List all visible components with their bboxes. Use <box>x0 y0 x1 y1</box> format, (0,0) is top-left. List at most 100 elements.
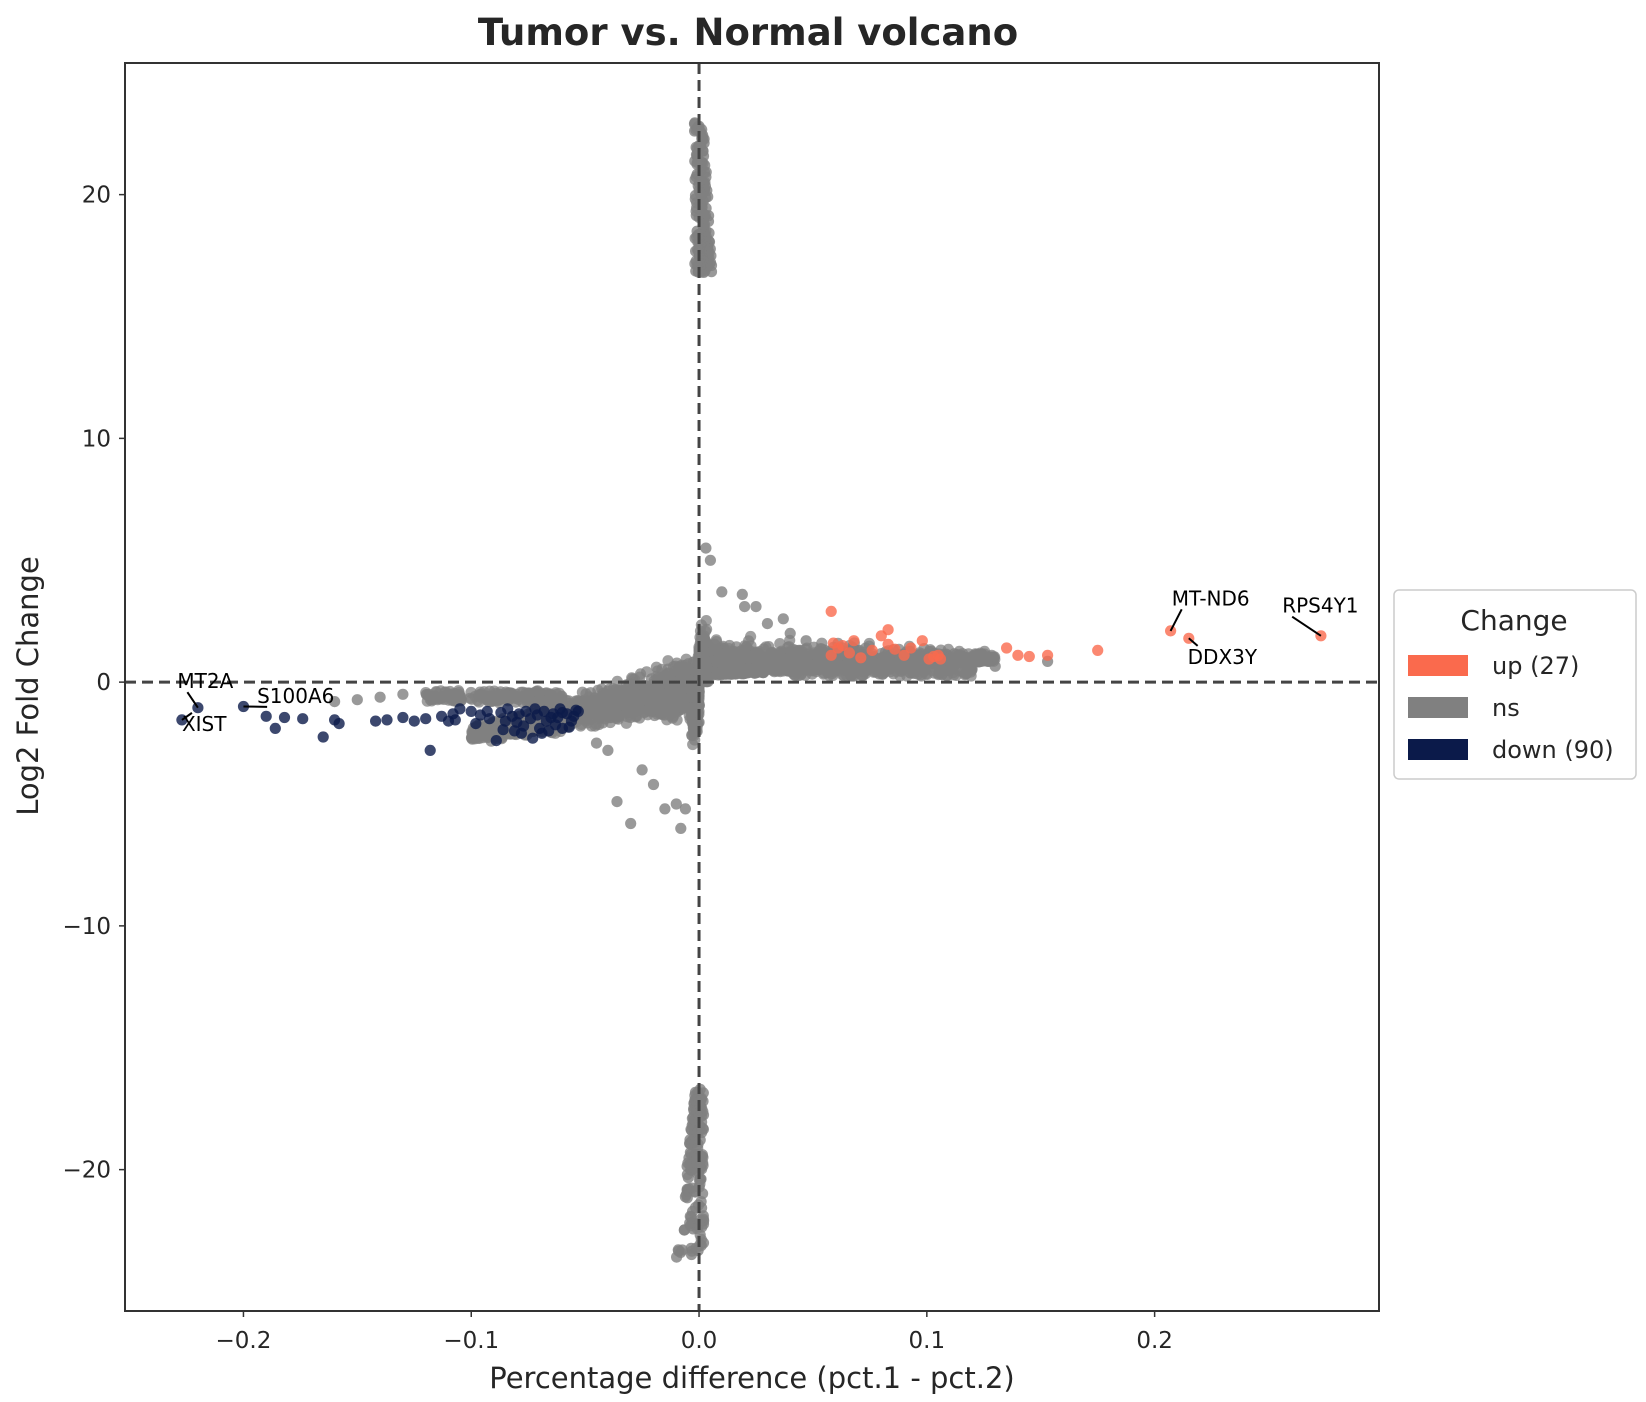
legend-swatch <box>1408 655 1468 676</box>
down-point <box>545 711 557 724</box>
ns-point <box>736 588 748 601</box>
ns-point <box>691 721 703 734</box>
ns-point <box>700 166 712 178</box>
annotation-leader-line <box>1169 608 1183 632</box>
ns-point <box>966 658 979 670</box>
up-point <box>825 649 837 661</box>
up-point <box>836 640 849 652</box>
ns-point <box>692 121 704 133</box>
ns-point <box>544 688 556 700</box>
up-point <box>905 642 917 654</box>
ns-point <box>687 738 699 751</box>
ns-point <box>674 666 686 678</box>
y-axis-ticks: −20 −10 0 10 20 <box>62 183 125 1184</box>
ns-point <box>680 653 692 665</box>
gene-label: MT-ND6 <box>1172 586 1250 610</box>
down-point <box>297 713 309 725</box>
ns-point <box>784 627 796 640</box>
ns-point <box>818 667 830 679</box>
ns-point <box>611 796 623 808</box>
ns-point <box>423 689 435 702</box>
ns-point <box>739 601 751 613</box>
up-point <box>1042 649 1054 661</box>
legend-entry-label: up (27) <box>1492 652 1579 680</box>
ns-point <box>907 663 919 675</box>
ns-point <box>878 667 890 679</box>
ns-point <box>684 1210 696 1222</box>
ns-point <box>827 669 839 682</box>
down-point <box>269 722 281 735</box>
ns-point <box>879 657 891 669</box>
up-point <box>855 652 867 664</box>
ns-point <box>645 705 657 717</box>
x-tick-label: −0.2 <box>216 1328 272 1354</box>
ns-point <box>760 641 772 653</box>
down-point <box>518 720 530 732</box>
annotation-leader-line <box>1188 637 1199 647</box>
down-point <box>260 710 272 722</box>
ns-point <box>750 601 762 613</box>
down-point <box>397 711 409 724</box>
up-point <box>916 635 928 647</box>
ns-point <box>697 207 709 219</box>
up-point <box>882 624 894 636</box>
y-tick-label: −10 <box>62 914 111 940</box>
y-axis-label: Log2 Fold Change <box>11 556 45 816</box>
y-tick-label: 10 <box>82 426 111 452</box>
ns-point <box>769 650 781 662</box>
up-point <box>1023 650 1035 663</box>
ns-point <box>647 778 660 791</box>
gene-annotations: MT2A S100A6 XIST MT-ND6 DDX3Y RPS4Y1 <box>177 586 1358 736</box>
ns-point <box>604 689 616 702</box>
ns-point <box>469 690 481 703</box>
ns-point <box>828 658 840 670</box>
ns-point <box>697 669 710 681</box>
down-point <box>513 708 525 720</box>
legend-title: Change <box>1460 604 1567 637</box>
down-point <box>465 705 477 718</box>
legend-swatch <box>1408 739 1468 760</box>
ns-point <box>841 661 854 673</box>
ns-point <box>687 702 699 714</box>
ns-point <box>723 643 735 655</box>
up-point <box>1001 642 1013 654</box>
down-point <box>556 707 569 719</box>
up-point <box>1092 644 1104 657</box>
legend-box <box>1393 589 1637 780</box>
ns-point <box>647 682 659 694</box>
ns-point <box>629 702 641 714</box>
ns-point <box>671 691 683 703</box>
x-tick-label: −0.1 <box>443 1328 499 1354</box>
up-point <box>898 649 910 661</box>
y-tick-label: −20 <box>62 1158 111 1184</box>
ns-point <box>641 666 653 678</box>
annotation-leader-line <box>1291 615 1322 637</box>
up-point <box>866 644 878 657</box>
down-point <box>508 725 521 737</box>
x-tick-label: 0.2 <box>1136 1328 1173 1354</box>
ns-point <box>553 687 565 699</box>
ns-point <box>777 613 789 625</box>
gene-label: MT2A <box>177 669 233 693</box>
ns-point <box>659 803 671 815</box>
up-point <box>934 653 947 665</box>
ns-point <box>705 259 718 271</box>
up-point <box>843 647 856 659</box>
plot-frame <box>124 62 1380 1312</box>
ns-point <box>351 694 363 706</box>
significant-points <box>176 605 1327 757</box>
ns-point <box>581 700 593 713</box>
down-point <box>502 703 514 715</box>
ns-point <box>611 701 623 713</box>
ns-point <box>621 707 633 719</box>
x-axis-ticks: −0.2 −0.1 0.0 0.1 0.2 <box>216 1311 1173 1354</box>
ns-point <box>700 225 712 237</box>
ns-point <box>743 652 755 665</box>
down-point <box>424 744 436 757</box>
ns-point <box>602 744 614 757</box>
legend-entry-label: down (90) <box>1492 736 1614 764</box>
legend: Change up (27) ns down (90) <box>1393 589 1637 780</box>
x-tick-label: 0.1 <box>909 1328 946 1354</box>
down-point <box>490 735 502 747</box>
